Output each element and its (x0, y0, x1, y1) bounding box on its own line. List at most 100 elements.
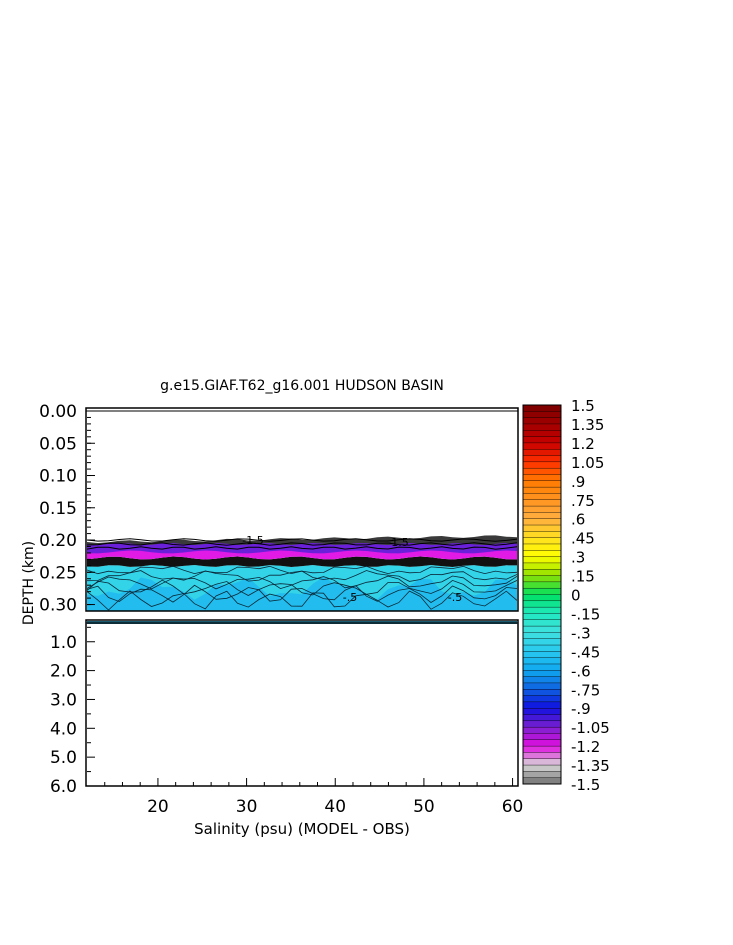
colorbar-segment (522, 613, 562, 621)
colorbar-segment (522, 499, 562, 507)
colorbar-label: -.75 (571, 681, 600, 699)
colorbar-frame (522, 404, 562, 785)
colorbar-label: .15 (571, 568, 595, 586)
y-tick-label: 0.05 (39, 434, 77, 454)
colorbar-segment (522, 701, 562, 709)
colorbar-segment (522, 714, 562, 722)
colorbar-segment (522, 505, 562, 513)
colorbar-label: -.45 (571, 643, 600, 661)
colorbar-segment (522, 461, 562, 469)
colorbar-segment (522, 436, 562, 444)
y-tick-label: 0.30 (39, 596, 77, 616)
colorbar-segment (522, 404, 562, 412)
layer-top-dark (87, 535, 517, 545)
colorbar-segment (522, 550, 562, 558)
y-tick-label: 0.20 (39, 531, 77, 551)
colorbar-label: -.3 (571, 624, 591, 642)
colorbar-segment (522, 745, 562, 753)
colorbar-segment (522, 543, 562, 551)
colorbar-segment (522, 449, 562, 457)
contour-labels: -1.5 -1.5 -.5 -.5 (242, 534, 462, 604)
colorbar-label: 1.35 (571, 416, 604, 434)
x-tick-label: 30 (236, 797, 258, 817)
colorbar-segment (522, 600, 562, 608)
colorbar-segment (522, 663, 562, 671)
colorbar-segment (522, 569, 562, 577)
colorbar-segment (522, 752, 562, 760)
colorbar-segment (522, 455, 562, 463)
colorbar-segment (522, 651, 562, 659)
colorbar-segment (522, 708, 562, 716)
colorbar-segment (522, 771, 562, 779)
x-tick-label: 50 (413, 797, 435, 817)
x-tick-label: 40 (324, 797, 346, 817)
colorbar-segment (522, 493, 562, 501)
contour-line (87, 570, 517, 582)
colorbar-segment (522, 474, 562, 482)
y-tick-label: 2.0 (50, 662, 77, 682)
y-tick-label: 6.0 (50, 777, 77, 797)
colorbar-segment (522, 594, 562, 602)
colorbar-label: .6 (571, 511, 585, 529)
colorbar-segment (522, 411, 562, 419)
colorbar-label: -.9 (571, 700, 591, 718)
colorbar-label: 1.5 (571, 397, 595, 415)
colorbar-segment (522, 512, 562, 520)
colorbar-label: -1.5 (571, 776, 600, 794)
colorbar-segment (522, 531, 562, 539)
y-tick-label: 0.25 (39, 563, 77, 583)
colorbar-segment (522, 442, 562, 450)
axes: 20 30 40 50 60 0.00 0.05 0.10 0.15 0.20 0.25 0.30 1.… (39, 402, 523, 817)
contour-label: -.5 (343, 591, 357, 604)
x-tick-label: 20 (147, 797, 169, 817)
contour-label: -1.5 (387, 536, 408, 549)
x-tick-label: 60 (502, 797, 524, 817)
x-axis-label: Salinity (psu) (MODEL - OBS) (194, 820, 410, 838)
contour-line (87, 579, 517, 596)
layer-lightblue (87, 577, 517, 611)
y-tick-label: 3.0 (50, 690, 77, 710)
colorbar-label: -.6 (571, 662, 591, 680)
colorbar-segment (522, 575, 562, 583)
lower-panel-frame (85, 619, 519, 787)
colorbar: 1.51.351.21.05.9.75.6.45.3.150-.15-.3-.4… (522, 397, 610, 794)
colorbar-label: .75 (571, 492, 595, 510)
contour-lines (87, 538, 517, 611)
colorbar-segment (522, 417, 562, 425)
colorbar-segment (522, 676, 562, 684)
colorbar-label: -1.2 (571, 738, 600, 756)
y-tick-label: 5.0 (50, 748, 77, 768)
colorbar-segment (522, 486, 562, 494)
colorbar-segment (522, 777, 562, 785)
colorbar-segment (522, 644, 562, 652)
layer-black-band (87, 556, 517, 567)
contour-line (87, 584, 517, 603)
colorbar-label: -1.05 (571, 719, 610, 737)
colorbar-segment (522, 739, 562, 747)
colorbar-label: 1.05 (571, 454, 604, 472)
contour-line (87, 590, 517, 611)
y-tick-label: 0.15 (39, 499, 77, 519)
contour-label: -.5 (448, 591, 462, 604)
colorbar-segment (522, 581, 562, 589)
y-axis-label: DEPTH (km) (21, 541, 37, 625)
colorbar-segment (522, 556, 562, 564)
contour-line (87, 546, 517, 550)
colorbar-segment (522, 758, 562, 766)
colorbar-segment (522, 689, 562, 697)
y-tick-label: 0.00 (39, 402, 77, 422)
colorbar-segment (522, 733, 562, 741)
colorbar-segment (522, 562, 562, 570)
colorbar-segment (522, 726, 562, 734)
colorbar-segment (522, 537, 562, 545)
chart-title: g.e15.GIAF.T62_g16.001 HUDSON BASIN (160, 378, 444, 394)
y-tick-label: 4.0 (50, 719, 77, 739)
colorbar-segment (522, 619, 562, 627)
colorbar-segment (522, 682, 562, 690)
contour-line (87, 538, 517, 542)
colorbar-label: -1.35 (571, 757, 610, 775)
colorbar-label: -.15 (571, 605, 600, 623)
colorbar-label: 0 (571, 587, 581, 605)
colorbar-segment (522, 720, 562, 728)
colorbar-segment (522, 657, 562, 665)
